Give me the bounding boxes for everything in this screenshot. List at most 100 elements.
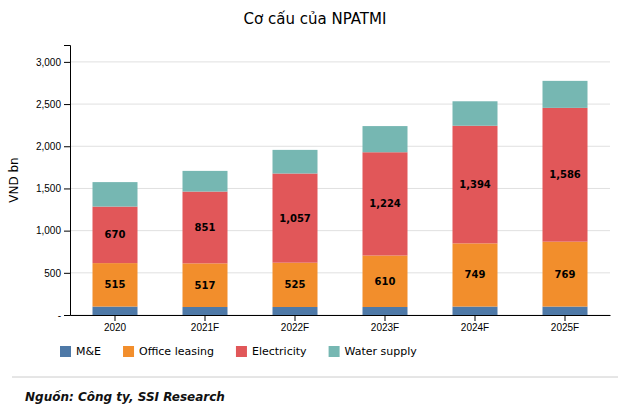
grid-line (70, 188, 610, 189)
title: Cơ cấu của NPATMI (244, 10, 387, 28)
legend-label: M&E (76, 345, 101, 358)
x-tick-mark (475, 315, 476, 321)
y-tick-mark (64, 315, 70, 316)
legend-label: Water supply (345, 345, 418, 358)
bar (453, 101, 498, 125)
bar (543, 108, 588, 242)
chart: Cơ cấu của NPATMI51551752561074976967085… (0, 0, 630, 415)
x-tick: 2021F (191, 315, 219, 333)
x-tick-mark (205, 315, 206, 321)
legend-label: Office leasing (139, 345, 214, 358)
legend-item: Water supply (329, 345, 418, 358)
x-tick-label: 2021F (191, 322, 219, 333)
y-tick: - (58, 310, 70, 321)
x-tick: 2024F (461, 315, 489, 333)
y-tick-mark (64, 188, 70, 189)
bar (183, 307, 228, 315)
data-label: 517 (195, 280, 216, 291)
grid (70, 62, 610, 315)
x-tick: 2020 (104, 315, 127, 333)
data-label: 1,057 (279, 213, 311, 224)
y-tick: 3,000 (36, 57, 70, 68)
y-tick-label: 3,000 (36, 57, 61, 68)
bar (543, 242, 588, 307)
y-tick: 2,000 (36, 141, 70, 152)
x-tick-mark (385, 315, 386, 321)
x-tick-mark (115, 315, 116, 321)
legend-swatch (60, 346, 71, 357)
data-label: 1,586 (549, 169, 581, 180)
bar (363, 256, 408, 307)
grid-line (70, 61, 610, 62)
x-tick-mark (565, 315, 566, 321)
x-tick-label: 2025F (551, 322, 579, 333)
bar (183, 192, 228, 264)
y-tick-label: 2,500 (36, 99, 61, 110)
bar (273, 307, 318, 315)
bars (93, 81, 588, 315)
grid-line (70, 146, 610, 147)
bar (273, 263, 318, 307)
series-bars (93, 81, 588, 207)
bar (363, 126, 408, 152)
y-tick-mark (64, 62, 70, 63)
legend-item: Electricity (236, 345, 307, 358)
y-tick-label: 2,000 (36, 141, 61, 152)
legend: M&E Office leasing Electricity Water supply (60, 345, 417, 358)
plot: 5155175256107497696708511,0571,2241,3941… (36, 46, 611, 334)
bar (183, 171, 228, 192)
y-tick-label: 1,000 (36, 225, 61, 236)
bar (453, 126, 498, 244)
y-axis-line (64, 46, 71, 316)
data-label: 1,394 (459, 179, 491, 190)
data-label: 769 (555, 269, 576, 280)
bar (93, 207, 138, 264)
x-tick: 2022F (281, 315, 309, 333)
bar (543, 307, 588, 315)
source: Nguồn: Công ty, SSI Research (25, 390, 225, 404)
y-axis-title: VND bn (7, 157, 21, 202)
bar (93, 182, 138, 206)
series-bars (93, 242, 588, 307)
x-axis: 2020 2021F 2022F 2023F 2024F 2025F (71, 315, 611, 333)
data-label: 851 (195, 222, 216, 233)
bar (93, 263, 138, 306)
x-tick-label: 2022F (281, 322, 309, 333)
bar (363, 307, 408, 315)
data-label: 610 (375, 276, 396, 287)
x-tick: 2025F (551, 315, 579, 333)
x-tick-label: 2020 (104, 322, 127, 333)
x-tick-mark (295, 315, 296, 321)
y-tick-label: 1,500 (36, 183, 61, 194)
bar (453, 307, 498, 315)
y-tick-mark (64, 104, 70, 105)
legend-swatch (236, 346, 247, 357)
y-axis: -5001,0001,5002,0002,5003,000 (36, 46, 71, 321)
bar (273, 174, 318, 263)
grid-line (70, 315, 610, 316)
x-tick-label: 2023F (371, 322, 399, 333)
bar (273, 150, 318, 174)
legend-swatch (329, 346, 340, 357)
bar (363, 152, 408, 255)
legend-swatch (123, 346, 134, 357)
legend-item: M&E (60, 345, 101, 358)
series-bars (93, 108, 588, 264)
y-tick-mark (64, 273, 70, 274)
grid-line (70, 104, 610, 105)
data-label: 515 (105, 279, 126, 290)
data-label: 670 (105, 229, 126, 240)
x-tick: 2023F (371, 315, 399, 333)
y-tick: 1,500 (36, 183, 70, 194)
y-tick: 2,500 (36, 99, 70, 110)
x-axis-line (71, 315, 611, 316)
data-label: 525 (285, 279, 306, 290)
y-tick-mark (64, 231, 70, 232)
bar (183, 263, 228, 307)
y-tick: 1,000 (36, 225, 70, 236)
y-tick-mark (64, 146, 70, 147)
bar (453, 243, 498, 306)
bar (543, 81, 588, 108)
grid-line (70, 272, 610, 273)
data-labels: 5155175256107497696708511,0571,2241,3941… (105, 169, 581, 290)
